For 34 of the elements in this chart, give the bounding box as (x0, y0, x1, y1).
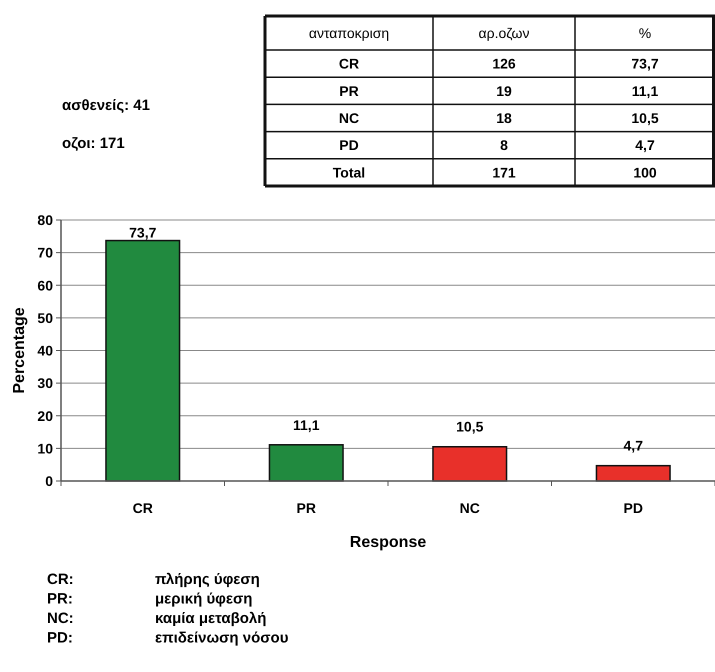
text: οζοι: 171 (62, 135, 125, 152)
text: καμία μεταβολή (155, 610, 266, 627)
data-label: 73,7 (129, 224, 157, 241)
data-label: 4,7 (624, 438, 644, 454)
text: μερική ύφεση (155, 590, 252, 608)
y-tick-label: 30 (37, 375, 54, 392)
y-tick-label: 20 (37, 408, 54, 424)
y-tick-label: 80 (37, 212, 54, 228)
y-tick-label: 10 (37, 440, 54, 456)
x-tick-label: CR (132, 500, 153, 516)
text: NC: (47, 610, 74, 627)
y-tick-label: 60 (37, 277, 54, 294)
x-tick-label: NC (460, 500, 480, 516)
bar (268, 444, 344, 482)
bar (432, 446, 508, 482)
x-tick-label: PD (624, 500, 643, 516)
x-axis-title: Response (350, 534, 426, 551)
text: επιδείνωση νόσου (155, 630, 289, 646)
y-tick-label: 0 (45, 473, 54, 489)
y-tick-label: 40 (37, 342, 54, 358)
x-tick-label: PR (296, 500, 316, 516)
y-axis-title: Percentage (11, 307, 28, 394)
y-tick-label: 70 (37, 244, 54, 261)
text: ασθενείς: 41 (62, 97, 150, 114)
table: ανταποκριση αρ.οζων % CR 126 73,7 PR 19 11,1 NC 18 10,5 PD 8 4,7 Total 171 100 (264, 14, 715, 188)
text: PD: (47, 630, 73, 646)
bar (596, 464, 671, 482)
text: PR: (47, 590, 73, 608)
bar (105, 240, 180, 482)
text: CR: (47, 571, 74, 588)
y-tick-label: 50 (37, 310, 54, 326)
data-label: 10,5 (456, 418, 484, 435)
text: πλήρης ύφεση (155, 571, 260, 588)
data-label: 11,1 (293, 416, 320, 433)
